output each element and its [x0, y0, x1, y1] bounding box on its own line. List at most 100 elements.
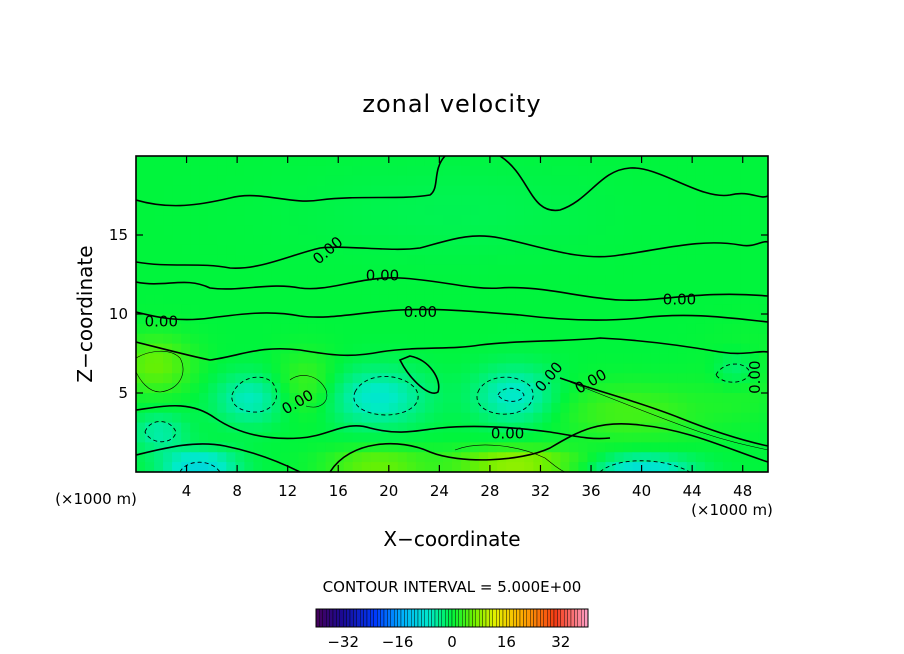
- heatmap-cell: [145, 185, 155, 197]
- heatmap-cell: [578, 323, 589, 335]
- heatmap-cell: [749, 264, 760, 276]
- heatmap-cell: [352, 343, 363, 355]
- heatmap-cell: [388, 383, 399, 394]
- heatmap-cell: [316, 215, 327, 226]
- heatmap-cell: [415, 205, 426, 216]
- heatmap-cell: [650, 343, 661, 355]
- heatmap-cell: [461, 264, 471, 276]
- heatmap-cell: [154, 274, 164, 285]
- heatmap-cell: [659, 323, 670, 335]
- heatmap-cell: [154, 175, 164, 187]
- heatmap-cell: [560, 254, 570, 266]
- heatmap-cell: [154, 195, 164, 206]
- heatmap-cell: [145, 343, 155, 355]
- colorbar-cell: [424, 608, 429, 628]
- heatmap-cell: [334, 353, 345, 364]
- heatmap-cell: [433, 294, 444, 305]
- heatmap-cell: [343, 156, 354, 167]
- heatmap-cell: [470, 304, 480, 315]
- heatmap-cell: [325, 294, 336, 305]
- heatmap-cell: [442, 462, 453, 472]
- heatmap-cell: [515, 412, 525, 424]
- heatmap-cell: [172, 333, 182, 345]
- heatmap-cell: [433, 284, 444, 295]
- heatmap-cell: [668, 314, 679, 325]
- heatmap-cell: [352, 304, 363, 315]
- heatmap-cell: [461, 284, 471, 295]
- heatmap-cell: [677, 284, 688, 295]
- heatmap-cell: [415, 422, 426, 434]
- heatmap-cell: [442, 244, 453, 256]
- heatmap-cell: [271, 195, 282, 206]
- heatmap-cell: [713, 393, 724, 404]
- heatmap-cell: [479, 383, 489, 394]
- colorbar-cell: [407, 608, 412, 628]
- colorbar-cell: [441, 608, 446, 628]
- heatmap-cell: [605, 304, 616, 315]
- heatmap-cell: [479, 432, 489, 443]
- heatmap-cell: [515, 353, 525, 364]
- heatmap-cell: [235, 314, 245, 325]
- heatmap-cell: [343, 442, 354, 453]
- heatmap-cell: [280, 393, 291, 404]
- heatmap-cell: [163, 402, 173, 414]
- heatmap-cell: [307, 254, 318, 266]
- heatmap-cell: [515, 294, 525, 305]
- heatmap-cell: [641, 373, 652, 384]
- heatmap-cell: [650, 156, 661, 167]
- heatmap-cell: [424, 284, 435, 295]
- heatmap-cell: [262, 264, 273, 276]
- heatmap-cell: [740, 225, 751, 236]
- heatmap-cell: [722, 254, 733, 266]
- heatmap-cell: [704, 235, 715, 246]
- colorbar-cell: [540, 608, 545, 628]
- heatmap-cell: [623, 215, 634, 226]
- heatmap-cell: [758, 343, 768, 355]
- heatmap-cell: [578, 462, 589, 472]
- heatmap-cell: [677, 254, 688, 266]
- heatmap-cell: [253, 175, 263, 187]
- heatmap-cell: [388, 363, 399, 374]
- heatmap-cell: [154, 294, 164, 305]
- heatmap-cell: [722, 175, 733, 187]
- heatmap-cell: [370, 353, 381, 364]
- heatmap-cell: [352, 165, 363, 177]
- heatmap-cell: [361, 353, 372, 364]
- heatmap-cell: [208, 323, 218, 335]
- heatmap-cell: [316, 244, 327, 256]
- heatmap-cell: [542, 402, 552, 414]
- heatmap-cell: [650, 432, 661, 443]
- heatmap-cell: [614, 353, 625, 364]
- heatmap-cell: [542, 165, 552, 177]
- heatmap-cell: [659, 175, 670, 187]
- heatmap-cell: [740, 353, 751, 364]
- heatmap-cell: [262, 274, 273, 285]
- heatmap-cell: [560, 165, 570, 177]
- heatmap-cell: [442, 284, 453, 295]
- contour-label: 0.00: [746, 360, 764, 393]
- heatmap-cell: [406, 333, 417, 345]
- heatmap-cell: [659, 274, 670, 285]
- heatmap-cell: [208, 462, 218, 472]
- heatmap-cell: [650, 442, 661, 453]
- heatmap-cell: [677, 175, 688, 187]
- heatmap-cell: [632, 284, 643, 295]
- heatmap-cell: [506, 353, 516, 364]
- heatmap-cell: [181, 264, 191, 276]
- heatmap-cell: [695, 205, 706, 216]
- heatmap-cell: [659, 254, 670, 266]
- heatmap-cell: [280, 274, 291, 285]
- heatmap-cell: [632, 442, 643, 453]
- heatmap-cell: [578, 402, 589, 414]
- heatmap-cell: [172, 412, 182, 424]
- heatmap-cell: [758, 284, 768, 295]
- heatmap-cell: [253, 432, 263, 443]
- heatmap-cell: [659, 205, 670, 216]
- heatmap-cell: [623, 264, 634, 276]
- heatmap-cell: [596, 412, 607, 424]
- heatmap-cell: [488, 225, 498, 236]
- heatmap-cell: [208, 314, 218, 325]
- heatmap-cell: [587, 165, 598, 177]
- colorbar-cell: [536, 608, 541, 628]
- heatmap-cell: [307, 333, 318, 345]
